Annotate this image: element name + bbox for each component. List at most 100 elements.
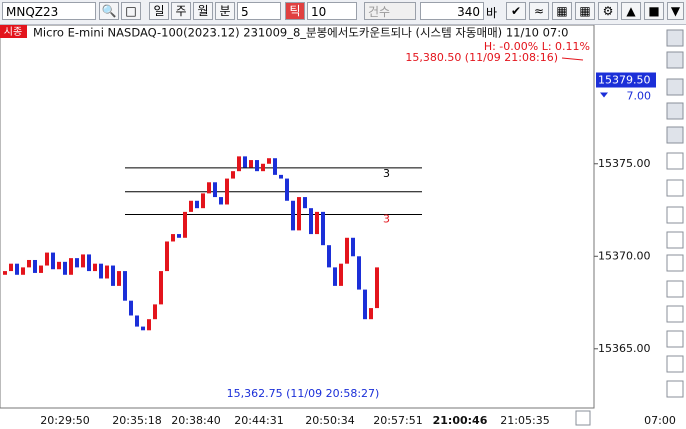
- candle: [123, 271, 127, 301]
- candle: [171, 234, 175, 242]
- side-button[interactable]: [666, 231, 684, 249]
- candle: [237, 156, 241, 172]
- candle: [69, 258, 73, 275]
- tick-button[interactable]: 틱: [285, 2, 305, 20]
- y-tick-label: 15365.00: [598, 342, 651, 355]
- tool-button[interactable]: ▼: [667, 2, 684, 20]
- x-tick-label: 21:00:46: [433, 414, 488, 427]
- low-note: 15,362.75 (11/09 20:58:27): [227, 387, 380, 400]
- candle: [39, 265, 43, 273]
- side-button[interactable]: [666, 305, 684, 323]
- candle: [57, 261, 61, 270]
- candle: [351, 237, 355, 257]
- candle: [261, 163, 265, 172]
- side-button[interactable]: [666, 280, 684, 298]
- candle: [153, 304, 157, 320]
- bars-input[interactable]: 340: [420, 2, 484, 20]
- chart-title: Micro E-mini NASDAQ-100(2023.12) 231009_…: [33, 26, 568, 40]
- x-tick-label: 20:50:34: [305, 414, 354, 427]
- side-button[interactable]: [666, 380, 684, 398]
- candle: [225, 178, 229, 205]
- candle: [249, 160, 253, 168]
- side-button[interactable]: [666, 254, 684, 272]
- high-arrow: [561, 57, 584, 61]
- candle: [243, 156, 247, 168]
- last-price-label: 15379.50: [598, 74, 651, 87]
- tool-button[interactable]: ▦: [575, 2, 595, 20]
- side-button[interactable]: [666, 355, 684, 373]
- candle: [21, 267, 25, 275]
- candle: [165, 241, 169, 272]
- side-button[interactable]: [666, 29, 684, 47]
- side-button[interactable]: [666, 206, 684, 224]
- candle: [33, 259, 37, 273]
- candle: [27, 259, 31, 268]
- candle: [339, 263, 343, 286]
- x-tick-label: 20:35:18: [112, 414, 161, 427]
- candle: [195, 200, 199, 209]
- tool-button[interactable]: ≈: [529, 2, 549, 20]
- side-button[interactable]: [666, 126, 684, 144]
- period-button[interactable]: 월: [193, 2, 213, 20]
- tool-button[interactable]: ⚙: [598, 2, 618, 20]
- candle: [207, 182, 211, 194]
- candle: [99, 263, 103, 279]
- candle: [345, 237, 349, 264]
- candle: [141, 326, 145, 331]
- period-button[interactable]: 일: [149, 2, 169, 20]
- hl-note: H: -0.00% L: 0.11%: [484, 40, 590, 53]
- symbol-select[interactable]: MNQZ23: [2, 2, 96, 20]
- bars-unit: 바: [486, 6, 498, 20]
- count-select[interactable]: 건수: [364, 2, 416, 20]
- tool-button[interactable]: ▦: [552, 2, 572, 20]
- candle: [357, 256, 361, 290]
- period-select[interactable]: 5: [237, 2, 281, 20]
- candle: [45, 252, 49, 266]
- period-button[interactable]: 분: [215, 2, 235, 20]
- search-button[interactable]: 🔍: [99, 2, 119, 20]
- candle: [231, 171, 235, 179]
- x-tick-label: 20:57:51: [373, 414, 422, 427]
- candle: [147, 319, 151, 331]
- candle: [159, 271, 163, 305]
- candle: [93, 263, 97, 272]
- x-tick-label: 20:44:31: [234, 414, 283, 427]
- draw-button[interactable]: [575, 410, 591, 426]
- side-button[interactable]: [666, 78, 684, 96]
- side-button[interactable]: [666, 102, 684, 120]
- side-toolbar: [575, 29, 684, 426]
- candle: [75, 258, 79, 268]
- side-button[interactable]: [666, 152, 684, 170]
- candle: [267, 158, 271, 164]
- candle: [3, 271, 7, 275]
- tool-button[interactable]: ■: [644, 2, 664, 20]
- side-button[interactable]: [666, 179, 684, 197]
- tick-select[interactable]: 10: [307, 2, 357, 20]
- high-note: 15,380.50 (11/09 21:08:16): [405, 51, 558, 64]
- candle: [363, 289, 367, 320]
- tool-button[interactable]: ✔: [506, 2, 526, 20]
- candle: [111, 265, 115, 286]
- candle: [297, 197, 301, 231]
- x-tick-label: 20:29:50: [40, 414, 89, 427]
- last-price-box: [596, 72, 656, 88]
- tool-button[interactable]: ▲: [621, 2, 641, 20]
- last-change: 7.00: [627, 90, 652, 103]
- candle: [213, 182, 217, 198]
- candle: [15, 263, 19, 275]
- side-button[interactable]: [666, 51, 684, 69]
- y-tick-label: 15370.00: [598, 249, 651, 262]
- candle: [9, 263, 13, 272]
- candle: [183, 211, 187, 238]
- corner-badge: [0, 25, 27, 38]
- chart: 시종 Micro E-mini NASDAQ-100(2023.12) 2310…: [0, 25, 684, 427]
- side-button[interactable]: [666, 330, 684, 348]
- candle: [327, 245, 331, 268]
- x-tick-label: 20:38:40: [171, 414, 220, 427]
- tool-button[interactable]: □: [121, 2, 141, 20]
- period-button[interactable]: 주: [171, 2, 191, 20]
- candle: [105, 265, 109, 279]
- candle: [279, 174, 283, 179]
- candle: [63, 261, 67, 275]
